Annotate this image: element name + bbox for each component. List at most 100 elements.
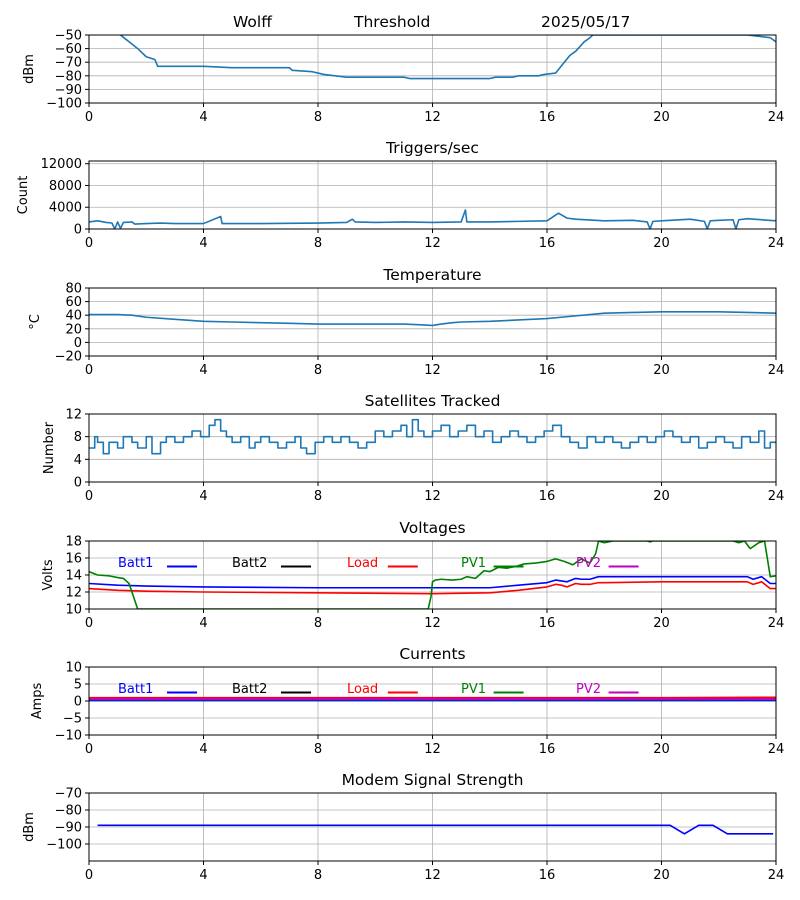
legend-label-batt2: Batt2 bbox=[232, 556, 267, 571]
y-tick-label: 20 bbox=[65, 322, 82, 337]
x-tick-label: 12 bbox=[424, 110, 441, 125]
y-tick-label: −80 bbox=[55, 69, 82, 84]
x-tick-label: 16 bbox=[539, 489, 556, 504]
chart-title: Currents bbox=[399, 645, 465, 663]
series-line-main bbox=[89, 209, 776, 229]
chart-title: Voltages bbox=[399, 519, 465, 537]
x-tick-label: 20 bbox=[653, 616, 670, 631]
y-tick-label: −100 bbox=[46, 838, 82, 853]
x-tick-label: 8 bbox=[314, 742, 322, 757]
x-tick-label: 16 bbox=[539, 363, 556, 378]
x-tick-label: 12 bbox=[424, 616, 441, 631]
x-tick-label: 8 bbox=[314, 363, 322, 378]
y-axis-label: Volts bbox=[41, 559, 56, 591]
y-tick-label: −90 bbox=[55, 83, 82, 98]
y-tick-label: 18 bbox=[65, 535, 82, 550]
x-tick-label: 20 bbox=[653, 489, 670, 504]
y-tick-label: 12000 bbox=[41, 157, 82, 172]
y-tick-label: 8 bbox=[74, 430, 82, 445]
series-line-main bbox=[89, 418, 776, 455]
x-tick-label: 24 bbox=[768, 110, 785, 125]
x-tick-label: 16 bbox=[539, 616, 556, 631]
x-tick-label: 20 bbox=[653, 363, 670, 378]
y-tick-label: 10 bbox=[65, 603, 82, 618]
y-tick-label: 14 bbox=[65, 569, 82, 584]
y-tick-label: 4 bbox=[74, 453, 82, 468]
chart-title: Modem Signal Strength bbox=[342, 771, 524, 789]
y-tick-label: 0 bbox=[74, 336, 82, 351]
x-tick-label: 24 bbox=[768, 616, 785, 631]
header-date: 2025/05/17 bbox=[541, 13, 630, 31]
y-tick-label: 0 bbox=[74, 476, 82, 491]
y-tick-label: 40 bbox=[65, 309, 82, 324]
x-tick-label: 4 bbox=[199, 489, 207, 504]
x-tick-label: 12 bbox=[424, 868, 441, 883]
y-tick-label: −5 bbox=[63, 712, 82, 727]
chart-panel-voltages: 0 4 8 12 16 20 24 10 12 14 16 18 Voltages Volts Batt1 B… bbox=[41, 519, 784, 631]
x-tick-label: 8 bbox=[314, 110, 322, 125]
x-tick-label: 4 bbox=[199, 236, 207, 251]
x-tick-label: 16 bbox=[539, 868, 556, 883]
x-tick-label: 20 bbox=[653, 742, 670, 757]
y-axis-label: Amps bbox=[30, 682, 45, 719]
legend-label-pv1: PV1 bbox=[461, 682, 486, 697]
y-tick-label: −80 bbox=[55, 804, 82, 819]
x-tick-label: 12 bbox=[424, 363, 441, 378]
x-tick-label: 24 bbox=[768, 236, 785, 251]
x-tick-label: 24 bbox=[768, 742, 785, 757]
x-tick-label: 20 bbox=[653, 236, 670, 251]
chart-panel-triggers: 0 4 8 12 16 20 24 0 4000 8000 12000 Triggers/sec Cou… bbox=[16, 139, 784, 251]
chart-title: Temperature bbox=[382, 266, 481, 284]
y-tick-label: −20 bbox=[55, 350, 82, 365]
y-tick-label: 60 bbox=[65, 295, 82, 310]
x-tick-label: 16 bbox=[539, 236, 556, 251]
y-tick-label: −70 bbox=[55, 787, 82, 802]
y-tick-label: 12 bbox=[65, 408, 82, 423]
x-tick-label: 0 bbox=[85, 363, 93, 378]
x-tick-label: 12 bbox=[424, 742, 441, 757]
x-tick-label: 24 bbox=[768, 489, 785, 504]
y-axis-label: dBm bbox=[22, 812, 37, 842]
x-tick-label: 24 bbox=[768, 363, 785, 378]
x-tick-label: 0 bbox=[85, 110, 93, 125]
y-tick-label: −70 bbox=[55, 56, 82, 71]
series-line-main bbox=[89, 311, 776, 327]
x-tick-label: 16 bbox=[539, 742, 556, 757]
series-line-main bbox=[97, 824, 774, 835]
y-tick-label: −60 bbox=[55, 42, 82, 57]
x-tick-label: 8 bbox=[314, 236, 322, 251]
legend-label-pv1: PV1 bbox=[461, 556, 486, 571]
x-tick-label: 24 bbox=[768, 868, 785, 883]
x-tick-label: 4 bbox=[199, 110, 207, 125]
legend-label-pv2: PV2 bbox=[576, 682, 601, 697]
x-tick-label: 8 bbox=[314, 489, 322, 504]
legend-label-pv2: PV2 bbox=[576, 556, 601, 571]
x-tick-label: 12 bbox=[424, 236, 441, 251]
x-tick-label: 0 bbox=[85, 489, 93, 504]
y-tick-label: 0 bbox=[74, 695, 82, 710]
y-tick-label: −50 bbox=[55, 29, 82, 44]
x-tick-label: 20 bbox=[653, 110, 670, 125]
legend-label-batt2: Batt2 bbox=[232, 682, 267, 697]
series-line-pv1 bbox=[89, 541, 776, 609]
y-tick-label: 8000 bbox=[49, 179, 82, 194]
y-tick-label: 0 bbox=[74, 223, 82, 238]
y-tick-label: −10 bbox=[55, 729, 82, 744]
x-tick-label: 16 bbox=[539, 110, 556, 125]
legend-label-batt1: Batt1 bbox=[118, 682, 153, 697]
chart-panel-signal: 0 4 8 12 16 20 24 −100−90−80−70−60−50 dBm bbox=[22, 29, 784, 126]
chart-panel-modem: 0 4 8 12 16 20 24 −100 −90 −80 −70 Modem Signal Str… bbox=[22, 771, 784, 883]
y-tick-label: 16 bbox=[65, 552, 82, 567]
y-tick-label: 80 bbox=[65, 282, 82, 297]
figure-header: Wolff Threshold 2025/05/17 bbox=[233, 13, 630, 31]
legend-label-batt1: Batt1 bbox=[118, 556, 153, 571]
y-axis-label: dBm bbox=[22, 54, 37, 84]
x-tick-label: 0 bbox=[85, 616, 93, 631]
x-tick-label: 4 bbox=[199, 363, 207, 378]
y-tick-label: −100 bbox=[46, 97, 82, 112]
x-tick-label: 4 bbox=[199, 742, 207, 757]
chart-title: Satellites Tracked bbox=[365, 392, 501, 410]
x-tick-label: 0 bbox=[85, 236, 93, 251]
